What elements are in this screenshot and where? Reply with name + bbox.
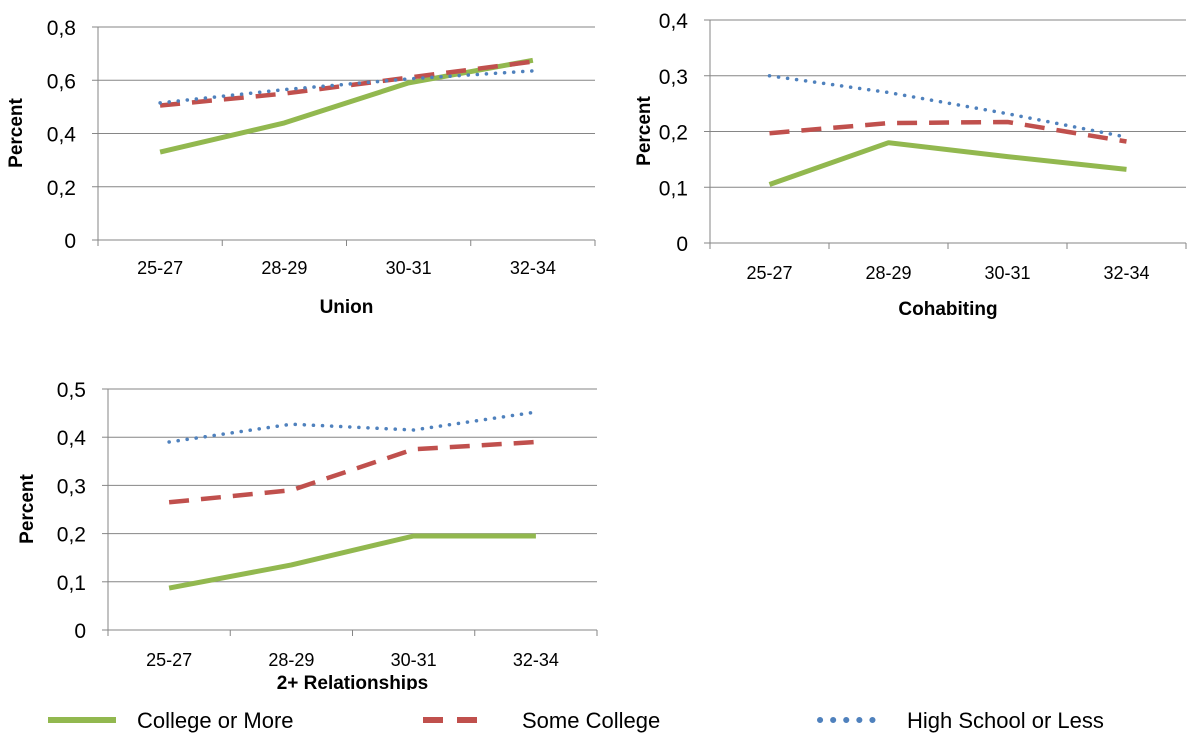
x-axis-title: 2+ Relationships (277, 673, 429, 690)
legend-item-high-school: High School or Less (810, 702, 1170, 738)
data-point-high-school (1007, 113, 1008, 114)
x-tick-label: 25-27 (746, 263, 792, 283)
data-point-some-college (291, 490, 292, 491)
data-point-college (160, 152, 161, 153)
data-point-some-college (284, 93, 285, 94)
legend-swatch-some-college (423, 717, 491, 723)
data-point-high-school (769, 75, 770, 76)
chart-2: 0 0,1 0,2 0,3 0,4 25-27 28-29 30-31 32-34 Cohabit… (634, 10, 1187, 320)
data-point-college (169, 588, 170, 589)
data-point-college (1007, 156, 1008, 157)
data-point-college (888, 142, 889, 143)
series-line-high-school (167, 410, 538, 444)
data-point-high-school (535, 412, 536, 413)
charts-canvas: 0 0,2 0,4 0,6 0,8 25-27 28-29 30-31 32-34 Union Pe… (6, 10, 1187, 694)
y-tick-label: 0,1 (57, 572, 86, 595)
x-tick-label: 25-27 (146, 650, 192, 670)
y-tick-label: 0,3 (57, 475, 86, 498)
x-tick-label: 32-34 (1103, 263, 1149, 283)
y-tick-label: 0,3 (659, 66, 688, 89)
series-line-some-college (769, 119, 1127, 144)
data-point-some-college (413, 449, 414, 450)
chart-3: 0 0,1 0,2 0,3 0,4 0,5 25-27 28-29 30-31 32-34 2+ R… (17, 379, 598, 694)
data-point-some-college (1007, 122, 1008, 123)
legend-label-some-college: Some College (522, 708, 661, 733)
data-point-college (532, 60, 533, 61)
y-axis-title: Percent (17, 473, 38, 543)
data-point-college (535, 536, 536, 537)
data-point-college (769, 184, 770, 185)
y-tick-label: 0,1 (659, 177, 688, 200)
series-line-college (159, 57, 534, 155)
y-tick-label: 0,4 (57, 427, 87, 450)
x-axis-title: Union (320, 297, 374, 318)
data-point-college (284, 122, 285, 123)
y-tick-label: 0,4 (659, 10, 689, 33)
legend-swatch-high-school (817, 717, 883, 723)
y-tick-label: 0,2 (57, 524, 86, 547)
data-point-some-college (535, 442, 536, 443)
y-axis-title: Percent (634, 95, 655, 165)
data-point-college (291, 564, 292, 565)
y-tick-label: 0,4 (47, 124, 77, 147)
x-tick-label: 28-29 (261, 258, 307, 278)
x-tick-label: 30-31 (984, 263, 1030, 283)
data-point-high-school (284, 89, 285, 90)
y-tick-label: 0 (74, 620, 86, 643)
x-tick-label: 30-31 (386, 258, 432, 278)
data-point-some-college (408, 77, 409, 78)
x-tick-label: 30-31 (391, 650, 437, 670)
data-point-some-college (532, 61, 533, 62)
series-line-high-school (767, 74, 1129, 139)
legend: College or More Some College High School… (0, 690, 1194, 750)
data-point-high-school (888, 92, 889, 93)
data-point-some-college (888, 123, 889, 124)
x-tick-label: 25-27 (137, 258, 183, 278)
data-point-high-school (160, 102, 161, 103)
data-point-college (408, 82, 409, 83)
data-point-some-college (769, 133, 770, 134)
data-point-high-school (1126, 137, 1127, 138)
data-point-high-school (408, 78, 409, 79)
series-line-college (768, 140, 1127, 187)
data-point-high-school (413, 429, 414, 430)
x-tick-label: 28-29 (865, 263, 911, 283)
series-line-high-school (158, 69, 535, 105)
data-point-college (413, 536, 414, 537)
y-tick-label: 0,5 (57, 379, 86, 402)
legend-item-college: College or More (40, 702, 320, 738)
data-point-high-school (532, 70, 533, 71)
y-tick-label: 0,2 (47, 177, 76, 200)
legend-item-some-college: Some College (415, 702, 695, 738)
y-tick-label: 0 (64, 230, 76, 253)
data-point-college (1126, 169, 1127, 170)
data-point-some-college (1126, 141, 1127, 142)
data-point-some-college (160, 105, 161, 106)
data-point-high-school (291, 424, 292, 425)
x-tick-label: 32-34 (510, 258, 556, 278)
data-point-high-school (169, 442, 170, 443)
x-axis-title: Cohabiting (898, 299, 997, 320)
data-point-some-college (169, 502, 170, 503)
series-line-college (168, 533, 536, 591)
y-tick-label: 0 (676, 233, 688, 256)
series-line-some-college (168, 439, 537, 505)
x-tick-label: 28-29 (268, 650, 314, 670)
y-tick-label: 0,6 (47, 70, 76, 93)
chart-1: 0 0,2 0,4 0,6 0,8 25-27 28-29 30-31 32-34 Union Pe… (6, 17, 596, 318)
legend-swatch-college (48, 717, 116, 723)
legend-label-college: College or More (137, 708, 294, 733)
legend-label-high-school: High School or Less (907, 708, 1104, 733)
y-axis-title: Percent (6, 97, 27, 167)
y-tick-label: 0,2 (659, 122, 688, 145)
x-tick-label: 32-34 (513, 650, 559, 670)
y-tick-label: 0,8 (47, 17, 76, 40)
